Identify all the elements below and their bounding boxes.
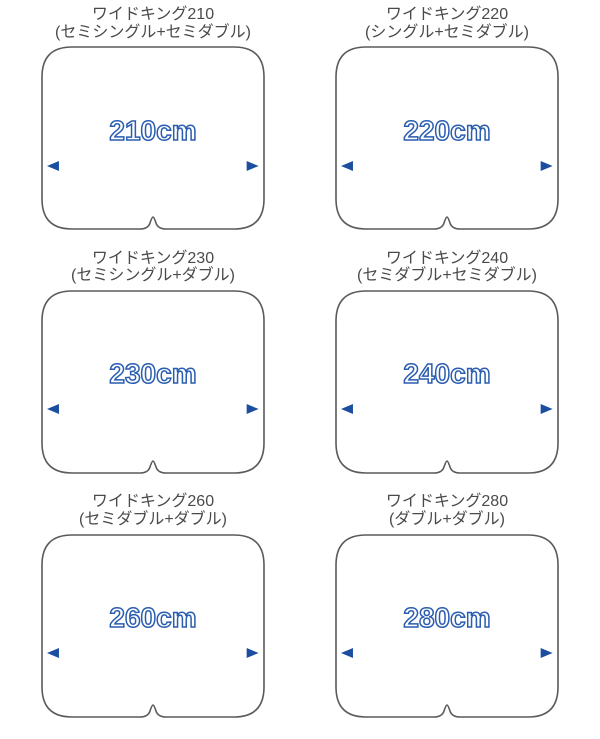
mattress-outline: 260cm — [38, 531, 268, 721]
size-title-line2: (シングル+セミダブル) — [365, 24, 529, 42]
size-cell: ワイドキング260 (セミダブル+ダブル) 260cm — [10, 493, 296, 733]
size-title-line2: (ダブル+ダブル) — [389, 511, 505, 529]
size-title-line1: ワイドキング260 — [92, 493, 214, 511]
size-title-line2: (セミシングル+セミダブル) — [55, 24, 251, 42]
width-arrow-icon — [47, 165, 259, 167]
size-title-line1: ワイドキング220 — [386, 6, 508, 24]
size-title-line1: ワイドキング210 — [92, 6, 214, 24]
mattress-outline: 220cm — [332, 43, 562, 233]
width-arrow-icon — [47, 408, 259, 410]
size-grid: ワイドキング210 (セミシングル+セミダブル) 210cm — [10, 6, 590, 733]
size-cell: ワイドキング240 (セミダブル+セミダブル) 240cm — [304, 250, 590, 490]
size-cell: ワイドキング280 (ダブル+ダブル) 280cm — [304, 493, 590, 733]
measurement-label: 260cm — [109, 602, 196, 634]
measurement-label: 240cm — [403, 358, 490, 390]
size-cell: ワイドキング230 (セミシングル+ダブル) 230cm — [10, 250, 296, 490]
width-arrow-icon — [341, 652, 553, 654]
size-title-line2: (セミダブル+ダブル) — [79, 511, 227, 529]
size-cell: ワイドキング210 (セミシングル+セミダブル) 210cm — [10, 6, 296, 246]
size-title-line1: ワイドキング240 — [386, 250, 508, 268]
mattress-outline: 280cm — [332, 531, 562, 721]
size-cell: ワイドキング220 (シングル+セミダブル) 220cm — [304, 6, 590, 246]
size-title-line2: (セミシングル+ダブル) — [71, 267, 235, 285]
measurement-label: 220cm — [403, 115, 490, 147]
measurement-label: 280cm — [403, 602, 490, 634]
width-arrow-icon — [341, 408, 553, 410]
size-title-line1: ワイドキング280 — [386, 493, 508, 511]
mattress-outline: 240cm — [332, 287, 562, 477]
measurement-label: 210cm — [109, 115, 196, 147]
mattress-outline: 230cm — [38, 287, 268, 477]
mattress-outline: 210cm — [38, 43, 268, 233]
width-arrow-icon — [47, 652, 259, 654]
size-title-line1: ワイドキング230 — [92, 250, 214, 268]
size-title-line2: (セミダブル+セミダブル) — [357, 267, 537, 285]
width-arrow-icon — [341, 165, 553, 167]
measurement-label: 230cm — [109, 358, 196, 390]
